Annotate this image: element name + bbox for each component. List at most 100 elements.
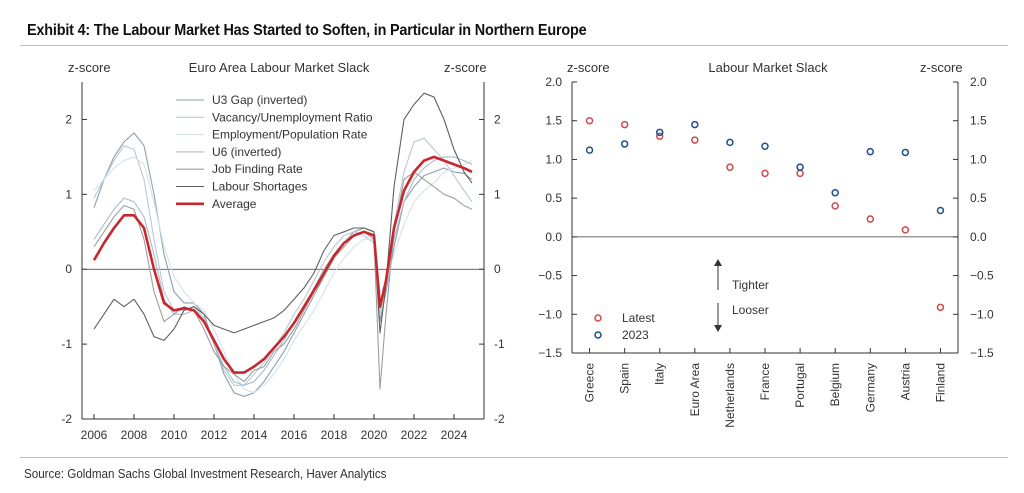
left-legend: U3 Gap (inverted) Vacancy/Unemployment Ra… <box>176 93 373 211</box>
point-2023-greece <box>585 146 594 154</box>
left-y-tick-label: 0 <box>65 262 72 276</box>
right-y-tick-label: 2.0 <box>970 75 987 89</box>
point-2023-belgium <box>831 188 839 197</box>
x-tick-label: 2006 <box>81 428 108 442</box>
point-2023-netherlands <box>726 138 734 147</box>
right-y-tick-label: 0.0 <box>970 230 987 244</box>
left-y-tick-label: -1 <box>61 337 72 351</box>
right-y-tick-label: -1 <box>494 337 505 351</box>
category-label: Italy <box>653 363 667 385</box>
left-plot-area: -2 -2 -1 -1 0 0 1 1 2 2 2006 2008 2010 2012 2014 2016 20… <box>61 82 505 442</box>
direction-annotation: Tighter Looser <box>714 259 769 332</box>
left-chart-title: Euro Area Labour Market Slack <box>189 60 370 75</box>
right-y-tick-label: 1.0 <box>970 152 987 166</box>
point-latest-netherlands <box>726 163 734 171</box>
point-2023-germany <box>866 147 875 156</box>
source-divider <box>20 457 1008 458</box>
legend-label: Average <box>212 197 257 211</box>
x-tick-label: 2014 <box>241 428 268 442</box>
right-y-tick-label: −1.0 <box>970 307 994 321</box>
tighter-arrow-head <box>714 259 722 266</box>
category-label: Finland <box>933 363 947 402</box>
left-y-tick-label: 1.5 <box>545 114 562 128</box>
right-y-tick-label: -2 <box>494 412 505 426</box>
right-y-tick-label: 0.5 <box>970 191 987 205</box>
looser-arrow-head <box>714 325 722 332</box>
point-latest-germany <box>866 215 875 223</box>
left-y-tick-label: 2 <box>65 112 72 126</box>
x-tick-label: 2018 <box>321 428 348 442</box>
category-label: Austria <box>898 363 912 401</box>
x-tick-label: 2010 <box>161 428 188 442</box>
point-2023-france <box>761 142 769 151</box>
point-2023-portugal <box>796 163 804 171</box>
point-latest-finland <box>936 303 945 312</box>
left-y-tick-label: 0.5 <box>545 191 562 205</box>
point-latest-france <box>761 169 769 178</box>
source-note: Source: Goldman Sachs Global Investment … <box>24 467 387 481</box>
series-line-labour-shortages <box>93 92 473 341</box>
x-tick-label: 2008 <box>121 428 148 442</box>
legend-marker <box>594 314 602 322</box>
legend-label: Employment/Population Rate <box>212 128 368 142</box>
legend-label: Latest <box>622 311 655 325</box>
series-line-job-finding-rate <box>93 171 473 390</box>
right-y-tick-label: 2 <box>494 112 501 126</box>
x-tick-label: 2024 <box>441 428 468 442</box>
exhibit-title: Exhibit 4: The Labour Market Has Started… <box>27 22 587 39</box>
right-legend: Latest 2023 <box>594 311 655 342</box>
left-y-tick-label: −1.0 <box>538 307 562 321</box>
point-latest-spain <box>620 120 629 129</box>
left-y-tick-label: −1.5 <box>538 346 562 360</box>
x-tick-label: 2016 <box>281 428 308 442</box>
legend-label: Vacancy/Unemployment Ratio <box>212 110 373 124</box>
legend-label: 2023 <box>622 328 649 342</box>
point-2023-finland <box>936 206 945 215</box>
category-label: Belgium <box>828 363 842 406</box>
left-y-tick-label: 0.0 <box>545 230 562 244</box>
legend-label: U3 Gap (inverted) <box>212 93 307 107</box>
x-tick-label: 2022 <box>401 428 428 442</box>
category-label: Euro Area <box>688 363 702 417</box>
legend-marker <box>594 331 602 339</box>
right-chart-left-y-label: z-score <box>567 60 610 75</box>
point-latest-portugal <box>796 169 804 178</box>
right-y-axis-label: z-score <box>444 60 487 75</box>
right-y-tick-label: 1.5 <box>970 114 987 128</box>
point-2023-italy <box>655 128 664 137</box>
left-y-tick-label: 2.0 <box>545 75 562 89</box>
legend-label: Job Finding Rate <box>212 162 303 176</box>
right-y-tick-label: 0 <box>494 262 501 276</box>
right-plot-area: −1.5 −1.5 −1.0 −1.0 −0.5 −0.5 0.0 0.0 0.5 0.5 1.0 1… <box>538 75 994 428</box>
point-latest-austria <box>901 226 910 234</box>
looser-label: Looser <box>732 303 769 317</box>
point-latest-euro-area <box>691 136 699 144</box>
x-tick-label: 2012 <box>201 428 228 442</box>
point-latest-italy <box>655 132 664 140</box>
right-y-tick-label: −0.5 <box>970 269 994 283</box>
category-label: Spain <box>618 363 632 394</box>
category-label: Greece <box>583 363 597 403</box>
left-y-tick-label: -2 <box>61 412 72 426</box>
category-label: Portugal <box>793 363 807 408</box>
x-tick-label: 2020 <box>361 428 388 442</box>
tighter-label: Tighter <box>732 278 769 292</box>
right-y-tick-label: 1 <box>494 187 501 201</box>
legend-label: U6 (inverted) <box>212 145 281 159</box>
series-line-average <box>92 155 473 374</box>
right-chart-title: Labour Market Slack <box>708 60 828 75</box>
point-latest-belgium <box>831 202 839 210</box>
left-y-axis-label: z-score <box>68 60 111 75</box>
category-label: France <box>758 363 772 401</box>
right-chart-right-y-label: z-score <box>920 60 963 75</box>
category-label: Germany <box>863 363 877 412</box>
point-latest-greece <box>585 116 594 125</box>
point-2023-spain <box>620 140 629 148</box>
left-y-tick-label: 1.0 <box>545 152 562 166</box>
point-2023-euro-area <box>691 120 699 129</box>
title-divider <box>20 45 1008 46</box>
country-slack-chart: Labour Market Slack z-score z-score −1.5… <box>538 60 994 428</box>
point-2023-austria <box>901 148 910 157</box>
right-y-tick-label: −1.5 <box>970 346 994 360</box>
left-y-tick-label: 1 <box>65 187 72 201</box>
